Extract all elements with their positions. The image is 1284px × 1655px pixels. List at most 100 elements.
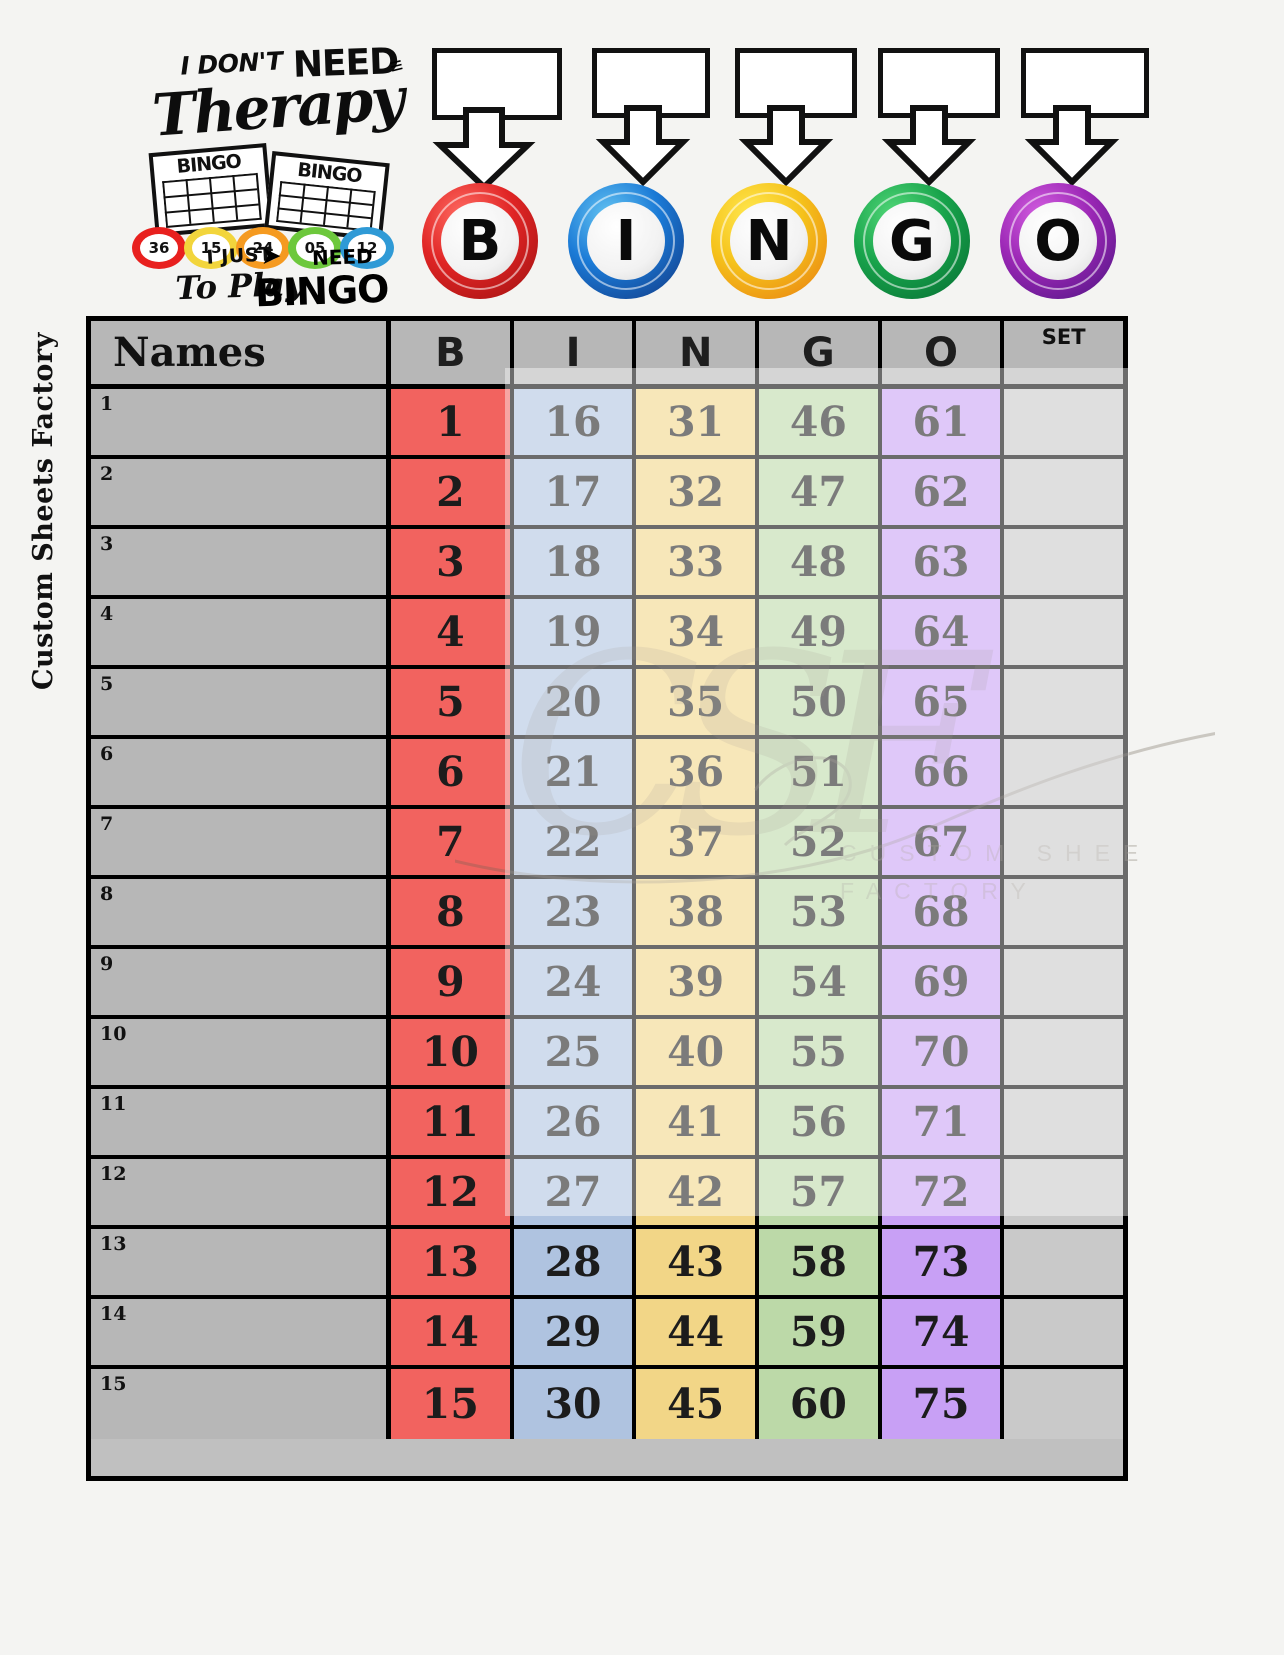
name-cell[interactable]: 4 — [91, 599, 391, 665]
cell-n[interactable]: 39 — [636, 949, 760, 1015]
cell-o[interactable]: 62 — [881, 459, 1005, 525]
cell-o[interactable]: 70 — [881, 1019, 1005, 1085]
cell-b[interactable]: 14 — [391, 1299, 514, 1365]
cell-set[interactable] — [1004, 1369, 1124, 1439]
cell-o[interactable]: 63 — [881, 529, 1005, 595]
name-cell[interactable]: 2 — [91, 459, 391, 525]
cell-set[interactable] — [1004, 599, 1124, 665]
cell-b[interactable]: 11 — [391, 1089, 514, 1155]
call-box-g[interactable] — [878, 48, 1000, 118]
cell-g[interactable]: 50 — [759, 669, 882, 735]
cell-o[interactable]: 67 — [881, 809, 1005, 875]
name-cell[interactable]: 13 — [91, 1229, 391, 1295]
cell-b[interactable]: 8 — [391, 879, 514, 945]
cell-n[interactable]: 42 — [636, 1159, 760, 1225]
cell-g[interactable]: 60 — [759, 1369, 882, 1439]
call-box-n[interactable] — [735, 48, 857, 118]
cell-set[interactable] — [1004, 1299, 1124, 1365]
cell-o[interactable]: 69 — [881, 949, 1005, 1015]
name-cell[interactable]: 12 — [91, 1159, 391, 1225]
cell-g[interactable]: 48 — [759, 529, 882, 595]
cell-o[interactable]: 75 — [881, 1369, 1005, 1439]
name-cell[interactable]: 11 — [91, 1089, 391, 1155]
cell-g[interactable]: 57 — [759, 1159, 882, 1225]
cell-g[interactable]: 53 — [759, 879, 882, 945]
cell-b[interactable]: 13 — [391, 1229, 514, 1295]
cell-i[interactable]: 22 — [513, 809, 637, 875]
cell-i[interactable]: 20 — [513, 669, 637, 735]
cell-set[interactable] — [1004, 949, 1124, 1015]
cell-g[interactable]: 47 — [759, 459, 882, 525]
cell-n[interactable]: 36 — [636, 739, 760, 805]
cell-set[interactable] — [1004, 739, 1124, 805]
cell-i[interactable]: 18 — [513, 529, 637, 595]
name-cell[interactable]: 15 — [91, 1369, 391, 1439]
cell-b[interactable]: 1 — [391, 389, 514, 455]
cell-i[interactable]: 27 — [513, 1159, 637, 1225]
cell-i[interactable]: 24 — [513, 949, 637, 1015]
cell-b[interactable]: 9 — [391, 949, 514, 1015]
cell-o[interactable]: 64 — [881, 599, 1005, 665]
name-cell[interactable]: 10 — [91, 1019, 391, 1085]
cell-g[interactable]: 56 — [759, 1089, 882, 1155]
cell-n[interactable]: 45 — [636, 1369, 760, 1439]
cell-set[interactable] — [1004, 879, 1124, 945]
cell-set[interactable] — [1004, 389, 1124, 455]
cell-g[interactable]: 59 — [759, 1299, 882, 1365]
cell-i[interactable]: 30 — [513, 1369, 637, 1439]
cell-o[interactable]: 74 — [881, 1299, 1005, 1365]
cell-b[interactable]: 3 — [391, 529, 514, 595]
name-cell[interactable]: 8 — [91, 879, 391, 945]
cell-i[interactable]: 16 — [513, 389, 637, 455]
cell-n[interactable]: 44 — [636, 1299, 760, 1365]
cell-n[interactable]: 32 — [636, 459, 760, 525]
cell-b[interactable]: 6 — [391, 739, 514, 805]
cell-set[interactable] — [1004, 1019, 1124, 1085]
cell-i[interactable]: 23 — [513, 879, 637, 945]
cell-n[interactable]: 37 — [636, 809, 760, 875]
cell-g[interactable]: 52 — [759, 809, 882, 875]
cell-b[interactable]: 4 — [391, 599, 514, 665]
cell-o[interactable]: 73 — [881, 1229, 1005, 1295]
cell-b[interactable]: 15 — [391, 1369, 514, 1439]
cell-i[interactable]: 29 — [513, 1299, 637, 1365]
cell-o[interactable]: 65 — [881, 669, 1005, 735]
call-box-i[interactable] — [592, 48, 710, 118]
cell-set[interactable] — [1004, 459, 1124, 525]
name-cell[interactable]: 9 — [91, 949, 391, 1015]
cell-g[interactable]: 51 — [759, 739, 882, 805]
cell-o[interactable]: 71 — [881, 1089, 1005, 1155]
cell-o[interactable]: 72 — [881, 1159, 1005, 1225]
cell-set[interactable] — [1004, 1089, 1124, 1155]
cell-o[interactable]: 61 — [881, 389, 1005, 455]
cell-n[interactable]: 41 — [636, 1089, 760, 1155]
cell-i[interactable]: 28 — [513, 1229, 637, 1295]
cell-i[interactable]: 21 — [513, 739, 637, 805]
cell-set[interactable] — [1004, 529, 1124, 595]
cell-g[interactable]: 49 — [759, 599, 882, 665]
cell-n[interactable]: 38 — [636, 879, 760, 945]
cell-g[interactable]: 55 — [759, 1019, 882, 1085]
name-cell[interactable]: 14 — [91, 1299, 391, 1365]
call-box-o[interactable] — [1021, 48, 1149, 118]
cell-b[interactable]: 10 — [391, 1019, 514, 1085]
name-cell[interactable]: 6 — [91, 739, 391, 805]
cell-n[interactable]: 31 — [636, 389, 760, 455]
call-box-b[interactable] — [432, 48, 562, 120]
name-cell[interactable]: 3 — [91, 529, 391, 595]
cell-i[interactable]: 26 — [513, 1089, 637, 1155]
cell-set[interactable] — [1004, 1229, 1124, 1295]
name-cell[interactable]: 1 — [91, 389, 391, 455]
cell-n[interactable]: 43 — [636, 1229, 760, 1295]
cell-n[interactable]: 34 — [636, 599, 760, 665]
cell-o[interactable]: 66 — [881, 739, 1005, 805]
cell-set[interactable] — [1004, 1159, 1124, 1225]
cell-set[interactable] — [1004, 669, 1124, 735]
cell-n[interactable]: 40 — [636, 1019, 760, 1085]
cell-i[interactable]: 19 — [513, 599, 637, 665]
cell-b[interactable]: 2 — [391, 459, 514, 525]
cell-b[interactable]: 7 — [391, 809, 514, 875]
cell-i[interactable]: 17 — [513, 459, 637, 525]
cell-set[interactable] — [1004, 809, 1124, 875]
cell-o[interactable]: 68 — [881, 879, 1005, 945]
